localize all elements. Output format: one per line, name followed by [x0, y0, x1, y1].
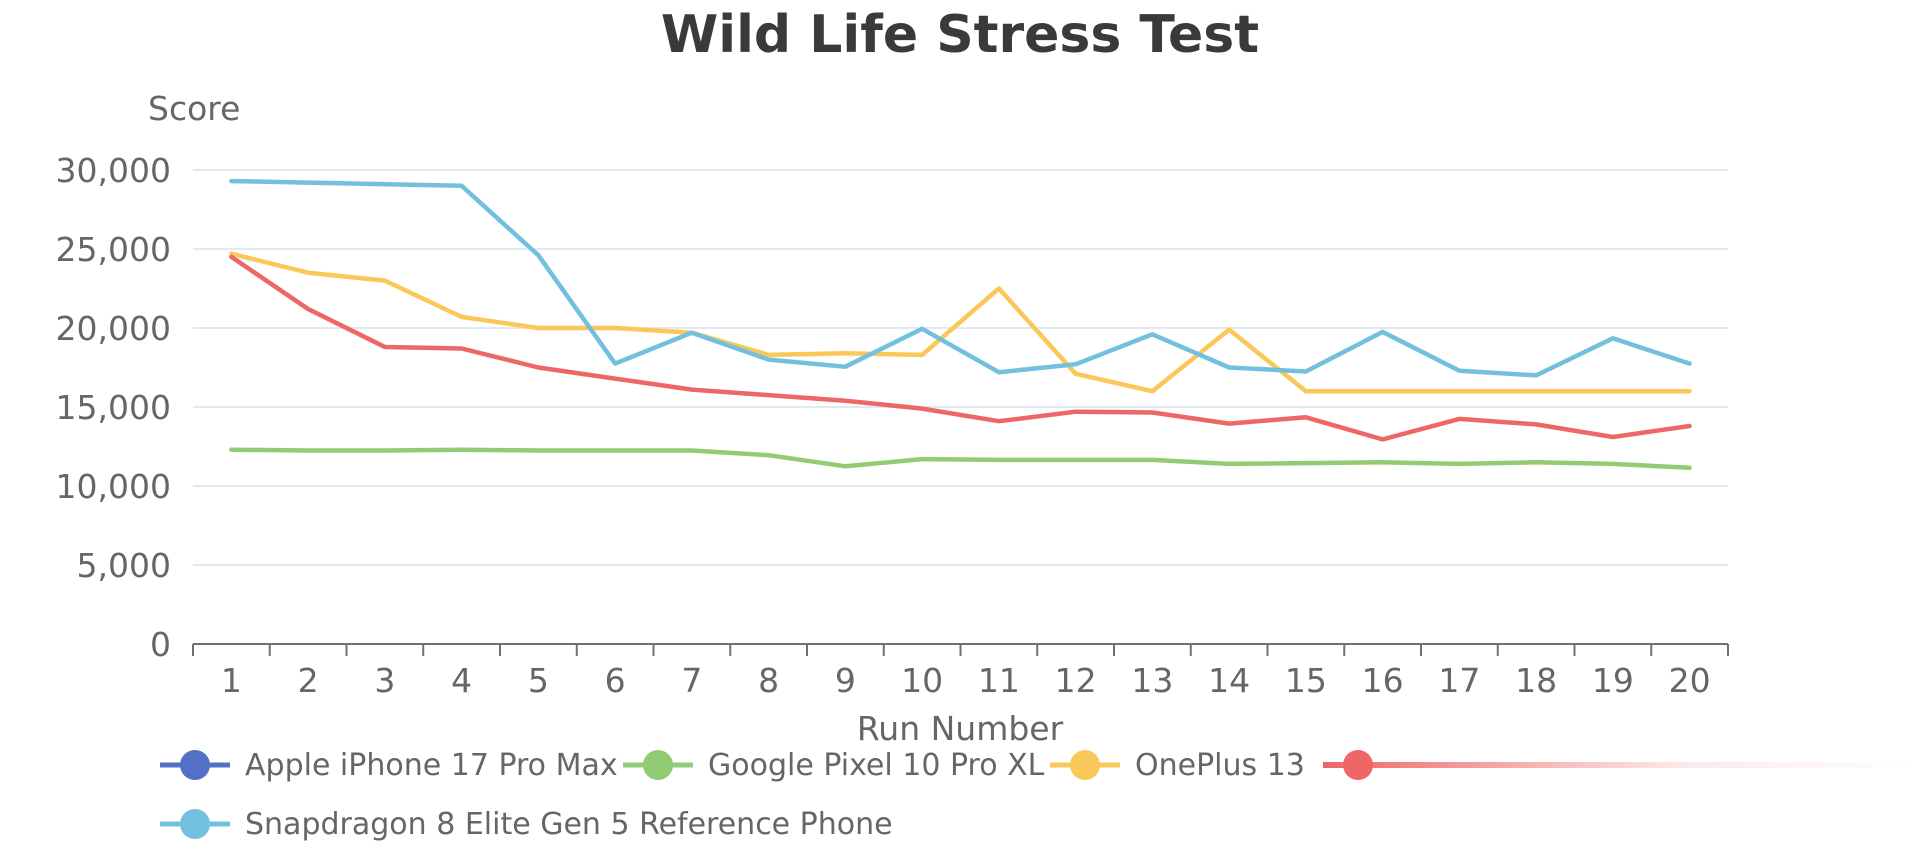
legend-marker — [1343, 750, 1373, 780]
x-tick-label: 1 — [221, 661, 242, 700]
series-lines — [229, 178, 1692, 471]
x-tick-label: 4 — [451, 661, 472, 700]
legend-marker — [643, 750, 673, 780]
y-tick-label: 5,000 — [77, 546, 171, 585]
x-tick-label: 13 — [1131, 661, 1173, 700]
chart-title: Wild Life Stress Test — [661, 5, 1259, 65]
x-tick-label: 20 — [1669, 661, 1711, 700]
x-tick-label: 11 — [978, 661, 1020, 700]
legend-item-5[interactable]: Snapdragon 8 Elite Gen 5 Reference Phone — [160, 807, 893, 842]
legend-marker — [1070, 750, 1100, 780]
legend-item-1[interactable]: Apple iPhone 17 Pro Max — [160, 748, 618, 783]
legend-label: Google Pixel 10 Pro XL — [708, 748, 1045, 783]
y-axis-label: Score — [148, 89, 240, 128]
gridlines — [193, 169, 1728, 566]
x-axis-label: Run Number — [857, 709, 1064, 748]
y-axis-ticks: 0 5,000 10,000 15,000 20,000 25,000 30,000 — [56, 151, 171, 664]
x-tick-label: 19 — [1592, 661, 1634, 700]
y-tick-label: 0 — [150, 625, 171, 664]
x-tick-label: 15 — [1285, 661, 1327, 700]
x-tick-label: 12 — [1055, 661, 1097, 700]
y-tick-label: 25,000 — [56, 230, 171, 269]
y-tick-label: 10,000 — [56, 467, 171, 506]
x-tick-label: 9 — [835, 661, 856, 700]
x-tick-label: 17 — [1438, 661, 1480, 700]
x-axis: 1 2 3 4 5 6 7 8 9 10 11 12 13 14 15 16 17 18 19 20 — [192, 643, 1729, 700]
legend: Apple iPhone 17 Pro Max Google Pixel 10 P… — [160, 748, 1913, 842]
x-tick-label: 3 — [374, 661, 395, 700]
legend-item-4[interactable] — [1323, 750, 1913, 780]
x-tick-label: 7 — [681, 661, 702, 700]
legend-marker — [180, 750, 210, 780]
x-tick-label: 2 — [298, 661, 319, 700]
y-tick-label: 30,000 — [56, 151, 171, 190]
x-tick-label: 10 — [901, 661, 943, 700]
x-tick-label: 5 — [528, 661, 549, 700]
legend-marker — [180, 809, 210, 839]
y-tick-label: 20,000 — [56, 309, 171, 348]
series-line-2 — [229, 447, 1692, 471]
series-line-4 — [229, 254, 1692, 442]
x-tick-label: 16 — [1362, 661, 1404, 700]
series-line-5 — [229, 178, 1692, 378]
series-line-3 — [229, 251, 1692, 394]
legend-label: OnePlus 13 — [1135, 748, 1305, 783]
x-tick-label: 18 — [1515, 661, 1557, 700]
y-tick-label: 15,000 — [56, 388, 171, 427]
legend-label: Snapdragon 8 Elite Gen 5 Reference Phone — [245, 807, 893, 842]
legend-label: Apple iPhone 17 Pro Max — [245, 748, 618, 783]
x-tick-label: 8 — [758, 661, 779, 700]
legend-item-2[interactable]: Google Pixel 10 Pro XL — [623, 748, 1045, 783]
x-tick-label: 14 — [1208, 661, 1250, 700]
legend-line — [1323, 762, 1913, 768]
x-tick-label: 6 — [605, 661, 626, 700]
legend-item-3[interactable]: OnePlus 13 — [1050, 748, 1305, 783]
